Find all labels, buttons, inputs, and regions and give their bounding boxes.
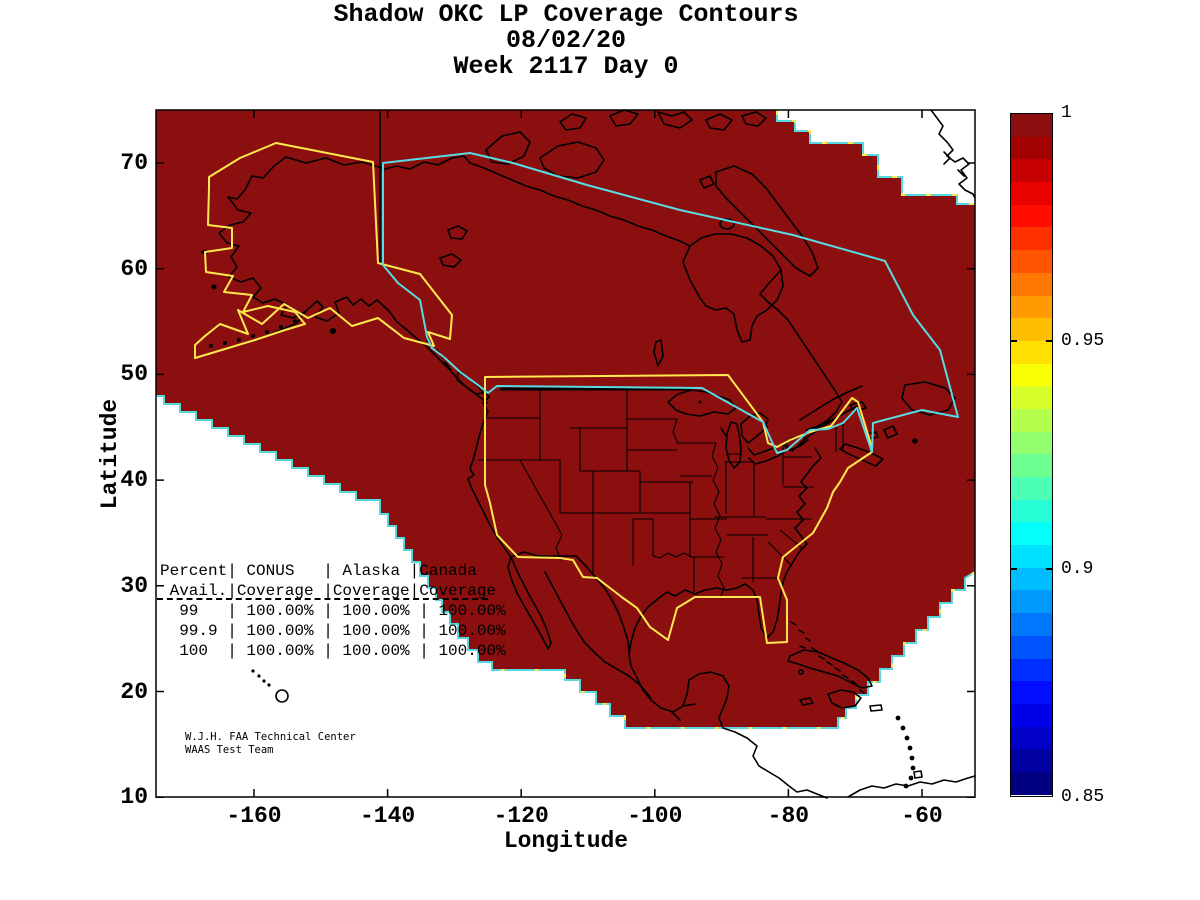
colorbar-band — [1011, 635, 1052, 659]
colorbar-band — [1011, 726, 1052, 750]
colorbar-tick-label: 0.9 — [1061, 559, 1094, 579]
contour-fringe — [156, 110, 976, 729]
colorbar-tick-mark — [1046, 568, 1053, 570]
colorbar-band — [1011, 114, 1052, 137]
y-tick-label: 60 — [120, 255, 148, 282]
colorbar-band — [1011, 567, 1052, 591]
colorbar-tick-label: 1 — [1061, 103, 1072, 123]
colorbar-tick-label: 0.95 — [1061, 331, 1105, 351]
colorbar-band — [1011, 590, 1052, 614]
coverage-table-line: Percent| CONUS | Alaska |Canada — [160, 562, 477, 580]
plot-title: Shadow OKC LP Coverage Contours 08/02/20… — [156, 2, 976, 80]
colorbar-band — [1011, 250, 1052, 273]
colorbar-band — [1011, 477, 1052, 500]
x-tick-label: -100 — [627, 803, 683, 829]
colorbar-band — [1011, 522, 1052, 546]
canada-contour — [382, 152, 959, 454]
colorbar-band — [1011, 749, 1052, 772]
colorbar-band — [1011, 204, 1052, 228]
colorbar-tick-mark — [1010, 568, 1017, 570]
y-tick-label: 40 — [120, 467, 148, 494]
credit-line-2: WAAS Test Team — [185, 744, 274, 756]
hawaii-big-island — [275, 689, 289, 703]
colorbar-band — [1011, 227, 1052, 251]
colorbar-band — [1011, 295, 1052, 319]
coverage-table-separator — [157, 598, 488, 600]
colorbar-band — [1011, 136, 1052, 160]
title-line-2: 08/02/20 — [505, 26, 627, 55]
conus-alaska-contours — [194, 142, 873, 644]
y-tick-label: 10 — [120, 784, 148, 811]
coverage-table-line: 99 | 100.00% | 100.00% | 100.00% — [160, 602, 506, 620]
colorbar-band — [1011, 613, 1052, 636]
colorbar-band — [1011, 431, 1052, 455]
axis-tick-marks — [156, 110, 975, 798]
y-axis-title: Latitude — [97, 398, 123, 510]
colorbar-tick-mark — [1010, 340, 1017, 342]
coverage-region — [156, 110, 975, 728]
x-tick-label: -120 — [493, 803, 549, 829]
y-tick-label: 70 — [120, 150, 148, 176]
colorbar-band — [1011, 545, 1052, 568]
coverage-table-line: 99.9 | 100.00% | 100.00% | 100.00% — [160, 622, 506, 640]
colorbar-band — [1011, 499, 1052, 523]
x-tick-label: -160 — [226, 803, 282, 829]
colorbar-tick-label: 0.85 — [1061, 787, 1105, 807]
title-line-1: Shadow OKC LP Coverage Contours — [333, 0, 799, 29]
colorbar-band — [1011, 386, 1052, 409]
colorbar-band — [1011, 272, 1052, 296]
x-tick-label: -80 — [767, 803, 810, 829]
colorbar-band — [1011, 318, 1052, 341]
colorbar-band — [1011, 658, 1052, 682]
credit-line-1: W.J.H. FAA Technical Center — [185, 731, 356, 743]
colorbar-band — [1011, 408, 1052, 432]
plot-border — [155, 109, 976, 798]
y-tick-label: 50 — [120, 361, 148, 388]
y-tick-label: 30 — [120, 572, 148, 599]
title-line-3: Week 2117 Day 0 — [453, 52, 679, 81]
colorbar-band — [1011, 159, 1052, 183]
x-tick-label: -60 — [901, 803, 943, 829]
colorbar-band — [1011, 182, 1052, 205]
y-tick-label: 20 — [120, 678, 148, 705]
coverage-table: Percent| CONUS | Alaska |Canada Avail.|C… — [160, 561, 506, 661]
colorbar — [1010, 113, 1053, 797]
credit-text: W.J.H. FAA Technical Center WAAS Test Te… — [185, 731, 356, 757]
colorbar-band — [1011, 771, 1052, 795]
x-tick-label: -140 — [359, 803, 416, 829]
colorbar-band — [1011, 454, 1052, 477]
colorbar-band — [1011, 703, 1052, 727]
island-specks — [201, 250, 702, 687]
colorbar-tick-mark — [1046, 340, 1053, 342]
colorbar-band — [1011, 681, 1052, 704]
axis-ticks — [156, 110, 975, 798]
us-state-borders — [478, 388, 844, 597]
geography-coastlines — [218, 109, 976, 799]
colorbar-band — [1011, 363, 1052, 387]
colorbar-band — [1011, 340, 1052, 364]
coverage-table-line: Avail.|Coverage |Coverage|Coverage — [160, 582, 497, 600]
coverage-table-line: 100 | 100.00% | 100.00% | 100.00% — [160, 642, 506, 660]
x-axis-title: Longitude — [503, 828, 629, 854]
